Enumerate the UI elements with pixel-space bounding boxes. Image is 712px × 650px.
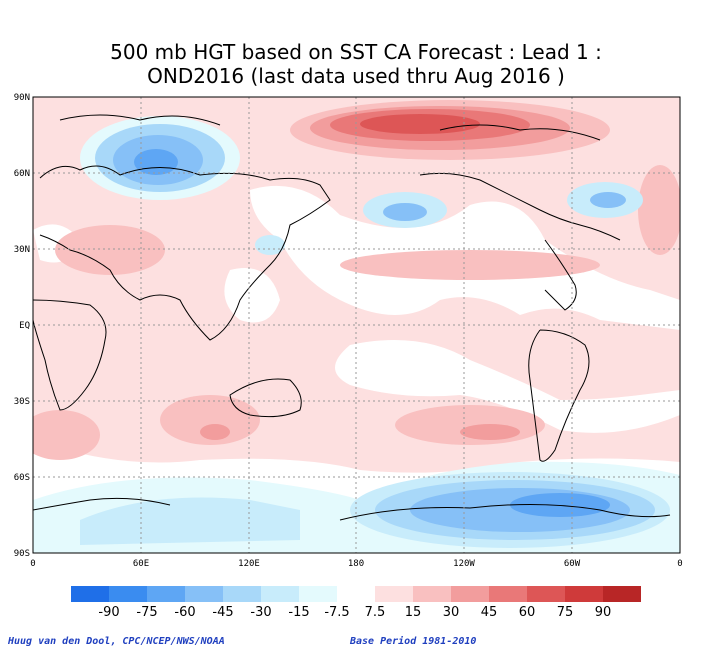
legend-label: -90	[98, 605, 119, 620]
legend-label: -15	[288, 605, 309, 620]
lat-label: 90N	[14, 93, 30, 103]
lat-label: 60N	[14, 169, 30, 179]
lon-label: 120W	[453, 559, 475, 569]
legend-swatch	[147, 586, 185, 602]
legend-swatch	[261, 586, 299, 602]
base-period-text: Base Period 1981-2010	[350, 636, 477, 647]
lon-label: 180	[348, 559, 364, 569]
neutral-region	[335, 340, 680, 433]
positive-anomaly-15	[340, 250, 600, 280]
positive-anomaly-15	[33, 410, 100, 460]
legend-label: 7.5	[365, 605, 386, 620]
lat-label: 90S	[14, 549, 30, 559]
longitude-labels: 0 60E 120E 180 120W 60W 0	[30, 559, 682, 569]
positive-anomaly-15	[160, 395, 260, 445]
legend-swatch	[109, 586, 147, 602]
positive-anomaly-30	[460, 424, 520, 440]
positive-anomaly-30	[200, 424, 230, 440]
negative-anomaly-15	[80, 497, 300, 545]
legend-swatch	[337, 586, 375, 602]
lat-label: 60S	[14, 473, 30, 483]
legend-label: 90	[595, 605, 612, 620]
legend-label: -45	[212, 605, 233, 620]
lat-label: 30N	[14, 245, 30, 255]
legend-swatch	[299, 586, 337, 602]
legend-swatch	[413, 586, 451, 602]
lon-label: 0	[677, 559, 682, 569]
legend-colorbar: -90 -75 -60 -45 -30 -15 -7.5 7.5 15 30 45 60 75 90	[71, 586, 641, 620]
map-title-line-1: 500 mb HGT based on SST CA Forecast : Le…	[110, 40, 602, 64]
legend-label: 30	[443, 605, 460, 620]
legend-swatch	[451, 586, 489, 602]
positive-anomaly-60	[360, 114, 480, 134]
legend-swatch	[489, 586, 527, 602]
legend-label: 45	[481, 605, 498, 620]
negative-anomaly-15	[255, 235, 285, 255]
legend-label: 60	[519, 605, 536, 620]
legend-swatch	[565, 586, 603, 602]
map-title-line-2: OND2016 (last data used thru Aug 2016 )	[147, 64, 565, 88]
legend-swatch	[71, 586, 109, 602]
map-frame	[32, 96, 681, 554]
coastlines	[33, 114, 671, 521]
latitude-labels: 90N 60N 30N EQ 30S 60S 90S	[14, 93, 30, 559]
legend-swatch	[527, 586, 565, 602]
lon-label: 60W	[564, 559, 581, 569]
lon-label: 60E	[133, 559, 149, 569]
legend-label: -30	[250, 605, 271, 620]
positive-anomaly-15	[55, 225, 165, 275]
neutral-region	[224, 268, 280, 323]
lat-label: EQ	[19, 321, 30, 331]
negative-anomaly-45	[383, 203, 427, 221]
grid-lines	[33, 97, 680, 553]
legend-label: -60	[174, 605, 195, 620]
credit-text: Huug van den Dool, CPC/NCEP/NWS/NOAA	[8, 636, 225, 647]
lon-label: 120E	[238, 559, 260, 569]
legend-label: 75	[557, 605, 574, 620]
lon-label: 0	[30, 559, 35, 569]
positive-anomaly-15	[638, 165, 680, 255]
legend-swatch	[185, 586, 223, 602]
legend-label: 15	[405, 605, 422, 620]
legend-swatch	[603, 586, 641, 602]
lat-label: 30S	[14, 397, 30, 407]
legend-swatch	[375, 586, 413, 602]
negative-anomaly-45	[590, 192, 626, 208]
legend-swatch	[223, 586, 261, 602]
legend-label: -7.5	[324, 605, 349, 620]
legend-label: -75	[136, 605, 157, 620]
positive-anomaly-15	[395, 405, 545, 445]
